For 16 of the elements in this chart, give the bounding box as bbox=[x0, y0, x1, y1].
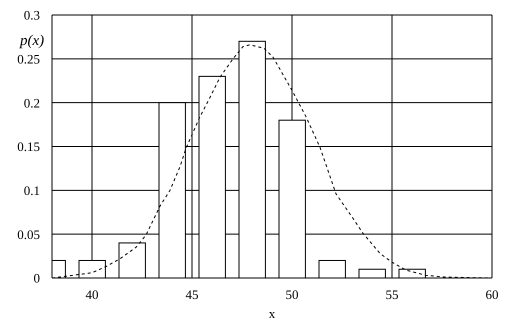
y-tick-label: 0.25 bbox=[17, 51, 40, 66]
y-tick-label: 0.15 bbox=[17, 139, 40, 154]
x-axis-title: x bbox=[268, 306, 276, 321]
y-tick-label: 0.05 bbox=[17, 226, 40, 242]
y-tick-label: 0 bbox=[34, 270, 40, 286]
bar bbox=[318, 260, 346, 278]
y-axis-title: p(x) bbox=[19, 33, 44, 49]
x-tick-label: 55 bbox=[386, 287, 398, 302]
y-tick-label: 0.3 bbox=[24, 8, 40, 23]
y-tick-label: 0.2 bbox=[24, 95, 40, 110]
bar bbox=[358, 268, 386, 278]
x-tick-label: 45 bbox=[186, 287, 198, 302]
x-tick-label: 40 bbox=[86, 287, 98, 302]
x-tick-label: 50 bbox=[286, 287, 298, 302]
y-tick-label: 0.1 bbox=[24, 182, 40, 198]
x-tick-label: 60 bbox=[486, 287, 498, 302]
